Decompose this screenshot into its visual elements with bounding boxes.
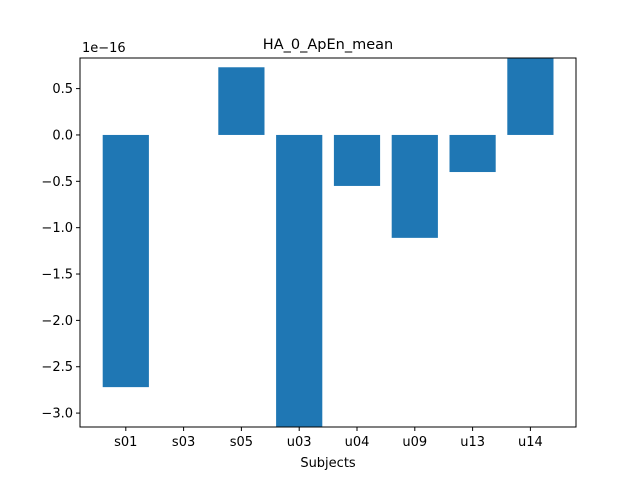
x-axis-ticks: s01 s03 s05 u03 u04 u09 u13 u14 bbox=[114, 427, 543, 450]
bar-u04 bbox=[333, 134, 381, 186]
x-tick-label-u09: u09 bbox=[402, 435, 427, 450]
bar-u03 bbox=[276, 134, 323, 427]
x-tick-label-s01: s01 bbox=[114, 435, 137, 450]
x-tick-label-u14: u14 bbox=[518, 435, 543, 450]
y-offset-label: 1e−16 bbox=[82, 41, 126, 56]
x-tick-label-s03: s03 bbox=[172, 435, 195, 450]
bar-u14 bbox=[507, 58, 554, 135]
bar-s05 bbox=[218, 67, 265, 135]
bar-s01 bbox=[102, 134, 149, 388]
y-tick-label-0: 0.5 bbox=[52, 82, 73, 97]
y-tick-label-2: −0.5 bbox=[41, 175, 73, 190]
bars-group bbox=[102, 58, 554, 427]
x-axis-label: Subjects bbox=[300, 456, 356, 471]
bar-u09 bbox=[391, 134, 438, 238]
y-tick-label-1: 0.0 bbox=[52, 128, 73, 143]
x-tick-label-u04: u04 bbox=[345, 435, 370, 450]
x-tick-label-u03: u03 bbox=[287, 435, 312, 450]
y-tick-label-3: −1.0 bbox=[41, 221, 73, 236]
bar-u13 bbox=[449, 134, 496, 173]
y-tick-label-5: −2.0 bbox=[41, 314, 73, 329]
x-tick-label-u13: u13 bbox=[460, 435, 485, 450]
y-axis-ticks: 0.5 0.0 −0.5 −1.0 −1.5 −2.0 −2.5 −3.0 bbox=[41, 82, 80, 422]
y-tick-label-7: −3.0 bbox=[41, 407, 73, 422]
y-tick-label-4: −1.5 bbox=[41, 268, 73, 283]
chart-title: HA_0_ApEn_mean bbox=[263, 37, 393, 53]
x-tick-label-s05: s05 bbox=[230, 435, 253, 450]
plot-frame bbox=[79, 57, 577, 428]
y-tick-label-6: −2.5 bbox=[41, 360, 73, 375]
